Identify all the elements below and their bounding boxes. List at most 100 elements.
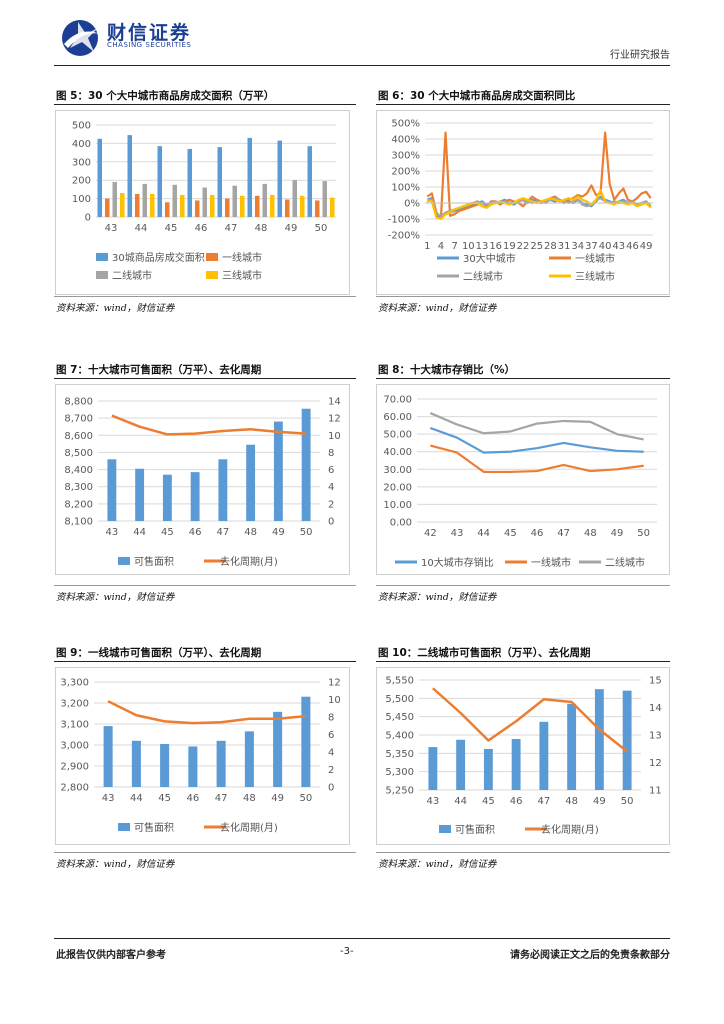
fig9-underline [54,661,356,662]
legend-label: 三线城市 [575,270,615,283]
company-name-cn: 财信证券 [107,22,192,44]
series-line [426,189,652,221]
legend-swatch [206,253,218,261]
bar [135,468,145,521]
legend-label: 一线城市 [531,556,571,569]
bar [285,199,290,217]
bar [301,696,311,787]
y-tick-label: 5,450 [385,712,414,723]
bar [322,181,327,217]
y2-tick-label: 8 [328,448,334,459]
header-divider [54,65,670,66]
y-tick-label: 0.00 [390,518,412,529]
y-tick-label: 100% [391,183,420,194]
fig8-source-divider [376,585,670,586]
y2-tick-label: 14 [328,397,341,408]
legend-swatch [118,557,130,565]
page-number: -3- [340,946,354,957]
legend-label: 去化周期(月) [541,823,599,836]
legend-swatch [96,253,108,261]
y-tick-label: 8,400 [64,465,93,476]
series-line [429,412,644,441]
figure-8-title: 图 8：十大城市存销比（%） [378,364,515,376]
bar [157,146,162,217]
bar [180,194,185,217]
x-tick-label: 44 [130,793,143,804]
bar [105,198,110,217]
x-tick-label: 44 [454,796,467,807]
y2-tick-label: 10 [328,695,341,706]
x-tick-label: 4 [438,241,444,252]
fig6-underline [376,104,670,105]
x-tick-label: 46 [531,528,544,539]
bar [97,138,102,217]
legend-swatch [525,827,547,831]
y2-tick-label: 13 [649,731,662,742]
bar [150,194,155,217]
x-tick-label: 50 [637,528,650,539]
x-tick-label: 10 [462,241,475,252]
fig10-source-divider [376,852,670,853]
x-tick-label: 46 [510,796,523,807]
x-tick-label: 45 [165,223,178,234]
x-tick-label: 47 [215,793,228,804]
y-tick-label: 400 [72,139,91,150]
bar [240,195,245,217]
x-tick-label: 43 [105,223,118,234]
bar [539,721,549,790]
bar [270,194,275,217]
legend-label: 可售面积 [455,823,495,836]
y-tick-label: 3,300 [60,678,89,689]
y-tick-label: 300 [72,157,91,168]
bar [160,743,170,787]
y-tick-label: 3,100 [60,720,89,731]
y-tick-label: 2,800 [60,783,89,794]
y-tick-label: 5,400 [385,731,414,742]
bar [247,137,252,217]
figure-5-title: 图 5：30 个大中城市商品房成交面积（万平） [56,90,275,102]
y-tick-label: 8,100 [64,517,93,528]
y2-tick-label: 0 [328,517,334,528]
y-tick-label: 500% [391,119,420,130]
x-tick-label: 34 [571,241,584,252]
bar [172,184,177,217]
bar [255,195,260,217]
y-tick-label: 10.00 [383,500,412,511]
x-tick-label: 7 [451,241,457,252]
fig7-source: 资料来源：wind，财信证券 [56,592,175,603]
x-tick-label: 44 [135,223,148,234]
bar [216,740,226,787]
chart-fig10: 5,250 5,300 5,350 5,400 5,450 5,500 5,550 11 12 1… [376,667,670,845]
legend-label: 10大城市存销比 [421,556,494,569]
bar [483,748,493,790]
legend-label: 二线城市 [605,556,645,569]
fig10-underline [376,661,670,662]
figure-9-title: 图 9：一线城市可售面积（万平）、去化周期 [56,647,262,659]
bar [187,148,192,217]
series-line [111,414,307,436]
bar [456,739,466,790]
bar [107,459,117,521]
bar [244,731,254,787]
bar [232,185,237,217]
bar [135,194,140,217]
y-tick-label: 300% [391,151,420,162]
legend-label: 可售面积 [134,821,174,834]
x-tick-label: 47 [557,528,570,539]
chart-fig8: 0.00 10.00 20.00 30.00 40.00 50.00 60.00 70.00 4… [376,384,670,575]
y-tick-label: 8,800 [64,397,93,408]
bar [112,182,117,217]
series-line [426,131,652,219]
legend-label: 30大中城市 [463,252,516,265]
y2-tick-label: 6 [328,730,334,741]
y-tick-label: 500 [72,121,91,132]
bar [330,197,335,217]
x-tick-label: 48 [244,527,257,538]
bar [301,408,311,521]
bar [273,711,283,787]
y-tick-label: 100 [72,194,91,205]
x-tick-label: 47 [225,223,238,234]
bar [300,195,305,217]
series-line [430,444,644,474]
fig8-underline [376,378,670,379]
